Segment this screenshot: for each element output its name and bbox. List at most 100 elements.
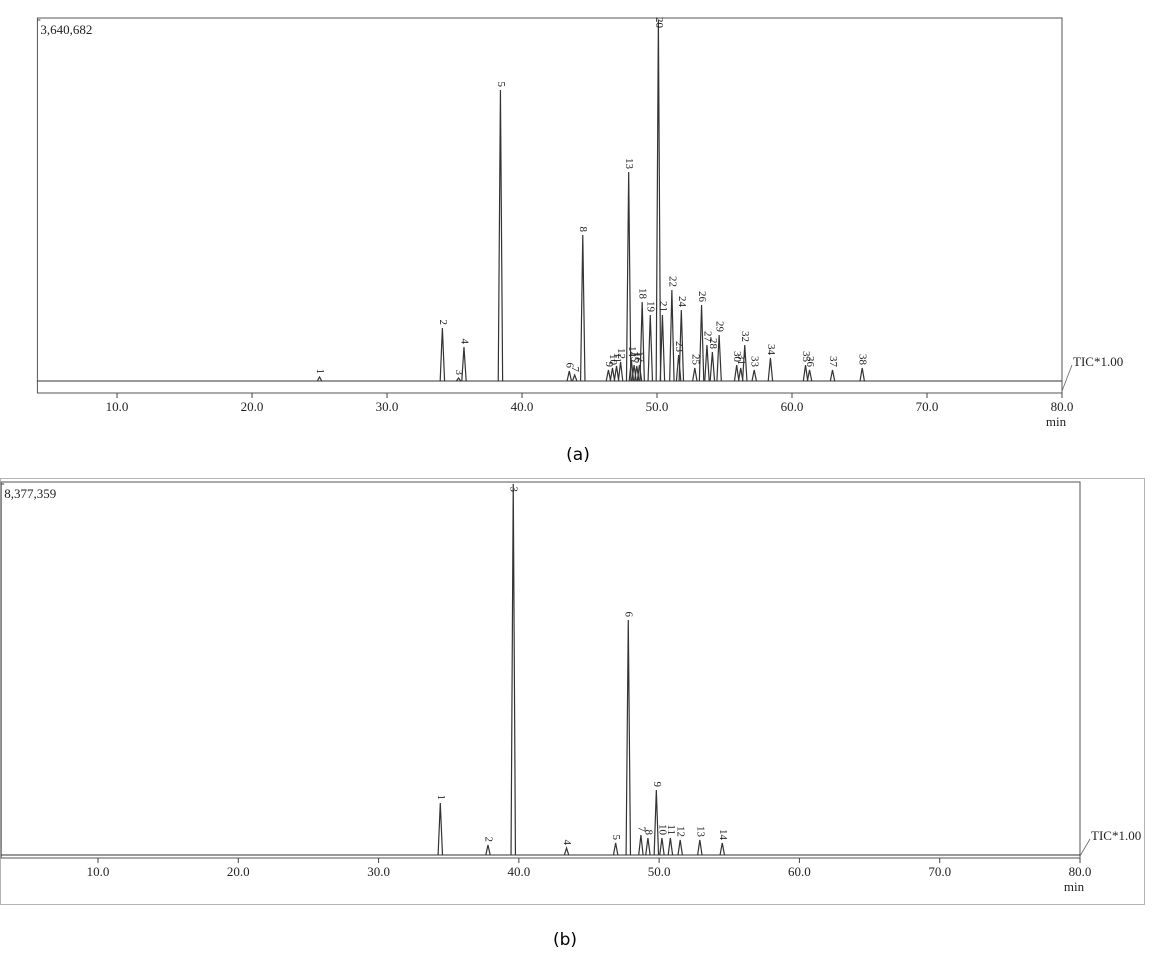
peak-label: 4 (458, 338, 470, 344)
peak (617, 361, 624, 382)
peak-label: 33 (749, 356, 761, 368)
x-tick-label: 10.0 (106, 399, 129, 414)
plot-frame (0, 481, 1081, 859)
peak-label: 8 (577, 227, 589, 233)
peak-label: 20 (653, 17, 665, 29)
peak (675, 354, 682, 382)
peak (566, 370, 573, 382)
peak (485, 844, 491, 856)
peak-label: 5 (495, 82, 507, 88)
peak (625, 619, 632, 856)
peak-label: 7 (635, 827, 647, 833)
peak-label: 9 (651, 782, 663, 788)
peak (497, 90, 504, 382)
peak-label: 12 (615, 348, 627, 359)
peak (563, 845, 570, 856)
peak-label: 16 (631, 352, 643, 364)
peak-label: 11 (665, 824, 677, 835)
y-max-label: 3,640,682 (40, 22, 92, 37)
peak (639, 302, 645, 382)
peak-label: 2 (437, 320, 449, 326)
peak-label: 27 (701, 331, 713, 343)
peak-label: 17 (634, 351, 646, 363)
peak-label: 21 (657, 301, 669, 312)
peak (612, 842, 619, 856)
peak-label: 6 (623, 612, 635, 618)
peak-label: 3 (508, 487, 520, 493)
peak (669, 290, 675, 382)
peak-label: 3 (453, 370, 465, 376)
peak-label: 28 (707, 338, 719, 350)
peak (605, 369, 612, 382)
peak (571, 373, 578, 382)
peak (704, 345, 710, 382)
peak (737, 367, 744, 382)
peak (316, 375, 323, 382)
peak-label: 10 (607, 354, 619, 366)
y-max-label: 8,377,359 (4, 486, 56, 501)
x-tick-label: 50.0 (648, 864, 671, 879)
peak-label: 7 (569, 366, 581, 372)
peak (510, 484, 517, 856)
peak-label: 11 (611, 352, 623, 363)
peak-label: 31 (735, 354, 747, 365)
peak-label: 29 (714, 321, 726, 333)
peak (859, 367, 866, 382)
peak-label: 15 (629, 351, 641, 363)
x-tick-label: 40.0 (511, 399, 534, 414)
annotation-leader (1079, 838, 1091, 857)
peak (625, 172, 632, 382)
peak (806, 369, 813, 382)
peak-label: 13 (623, 158, 635, 170)
peak-label: 26 (696, 291, 708, 303)
peak-label: 14 (717, 829, 729, 841)
peak (741, 345, 748, 382)
x-axis-label: min (1064, 879, 1085, 894)
peak-label: 36 (804, 356, 816, 368)
peak-label: 32 (739, 331, 751, 342)
peak (613, 365, 620, 382)
peak (579, 235, 586, 382)
peak (677, 839, 683, 856)
peak (645, 837, 651, 856)
panel-border (0, 478, 1145, 905)
peak (697, 839, 703, 856)
peak-label: 30 (731, 351, 743, 363)
peak (767, 357, 774, 382)
peak-label: 19 (645, 301, 657, 313)
peak-label: 1 (314, 369, 326, 375)
peak-label: 14 (626, 346, 638, 358)
peak-label: 23 (673, 341, 685, 353)
peak (653, 789, 660, 856)
annotation: TIC*1.00 (1091, 828, 1141, 843)
peak (647, 315, 654, 382)
peak-label: 10 (656, 824, 668, 836)
x-tick-label: 60.0 (788, 864, 811, 879)
peak (439, 328, 446, 382)
x-tick-label: 80.0 (1051, 399, 1074, 414)
peak (636, 364, 643, 382)
x-tick-label: 60.0 (781, 399, 804, 414)
peak (751, 369, 758, 382)
peak (692, 367, 698, 382)
x-tick-label: 30.0 (376, 399, 399, 414)
peak-label: 5 (610, 834, 622, 840)
peak-label: 25 (689, 354, 701, 366)
x-tick-label: 40.0 (507, 864, 530, 879)
peak (667, 837, 674, 856)
peak-label: 1 (435, 794, 447, 800)
peak (709, 351, 716, 382)
peak-label: 24 (676, 296, 688, 308)
x-tick-label: 30.0 (367, 864, 390, 879)
x-tick-label: 70.0 (916, 399, 939, 414)
peak (716, 334, 722, 382)
x-tick-label: 80.0 (1069, 864, 1092, 879)
x-tick-label: 20.0 (227, 864, 250, 879)
peak-label: 35 (800, 351, 812, 363)
peak (802, 364, 809, 382)
peak (733, 364, 740, 382)
peak (655, 20, 662, 382)
peak-label: 9 (603, 362, 615, 368)
peak-label: 38 (857, 354, 869, 366)
peak-label: 34 (765, 344, 777, 356)
